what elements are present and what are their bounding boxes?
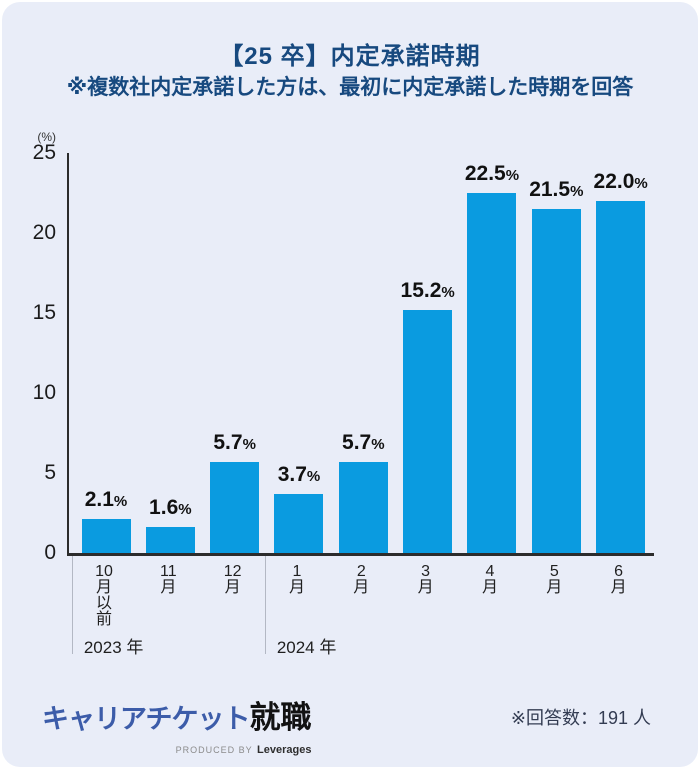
y-tick-5: 5 <box>44 461 56 484</box>
y-tick-0: 0 <box>44 541 56 564</box>
x-tick-11月: 11 月 <box>160 563 177 596</box>
value-label-5月: 21.5% <box>529 178 584 201</box>
produced-by-brand: Leverages <box>257 744 312 756</box>
page-subtitle: ※複数社内定承諾した方は、最初に内定承諾した時期を回答 <box>66 76 634 99</box>
bar-6月 <box>596 201 646 553</box>
x-tick-10月以前: 10 月以前 <box>95 563 113 628</box>
respondents-count: ※回答数：191 人 <box>510 708 651 728</box>
year-divider <box>264 556 266 654</box>
value-label-2月: 5.7% <box>342 430 385 454</box>
plot-area: 2.1% 1.6% 5.7% 3.7% 5.7% 15.2% 22.5% 21.5% 22.0% <box>67 153 654 556</box>
y-tick-20: 20 <box>32 221 56 244</box>
bar-4月 <box>467 193 517 553</box>
y-tick-15: 15 <box>32 301 56 324</box>
value-label-1月: 3.7% <box>277 462 321 486</box>
value-label-3月: 15.2% <box>400 278 455 302</box>
brand-logo-black-text: 就職 <box>249 700 312 735</box>
bar-12月 <box>210 461 260 553</box>
y-axis: 0 5 10 15 20 25 <box>2 141 56 564</box>
brand-logo-text: キャリアチケット就職 <box>42 692 311 737</box>
y-tick-25: 25 <box>32 141 56 164</box>
bar-11月 <box>145 527 195 553</box>
value-label-12月: 5.7% <box>213 430 256 454</box>
year-divider <box>71 556 73 654</box>
year-group-overlay: 2023 年 2024 年 <box>67 556 652 657</box>
y-tick-10: 10 <box>32 381 56 404</box>
value-label-6月: 22.0% <box>593 170 648 193</box>
bar-5月 <box>531 209 581 553</box>
bar-3月 <box>403 309 453 553</box>
brand-logo: キャリアチケット就職 PRODUCED BY Leverages <box>42 692 311 758</box>
y-axis-unit-label: (%) <box>37 130 56 144</box>
produced-by-line: PRODUCED BY Leverages <box>42 740 312 758</box>
value-label-4月: 22.5% <box>464 162 520 185</box>
value-label-11月: 1.6% <box>149 496 192 520</box>
produced-by-label: PRODUCED BY <box>175 745 253 755</box>
x-axis-labels: 10 月以前 11 月 12 月 1 月 2 月 3 月 4 月 5 月 6 月 <box>67 564 652 634</box>
bar-1月 <box>274 493 324 553</box>
year-label: 2024 年 <box>276 638 337 657</box>
bar-10月以前 <box>81 519 131 553</box>
year-label: 2023 年 <box>83 638 144 657</box>
value-label-10月以前: 2.1% <box>84 488 128 512</box>
x-tick-12月: 12 月 <box>223 563 242 596</box>
bar-2月 <box>338 461 388 553</box>
brand-logo-blue-text: キャリアチケット <box>42 704 250 734</box>
page-title: 【25 卒】内定承諾時期 <box>219 43 481 70</box>
